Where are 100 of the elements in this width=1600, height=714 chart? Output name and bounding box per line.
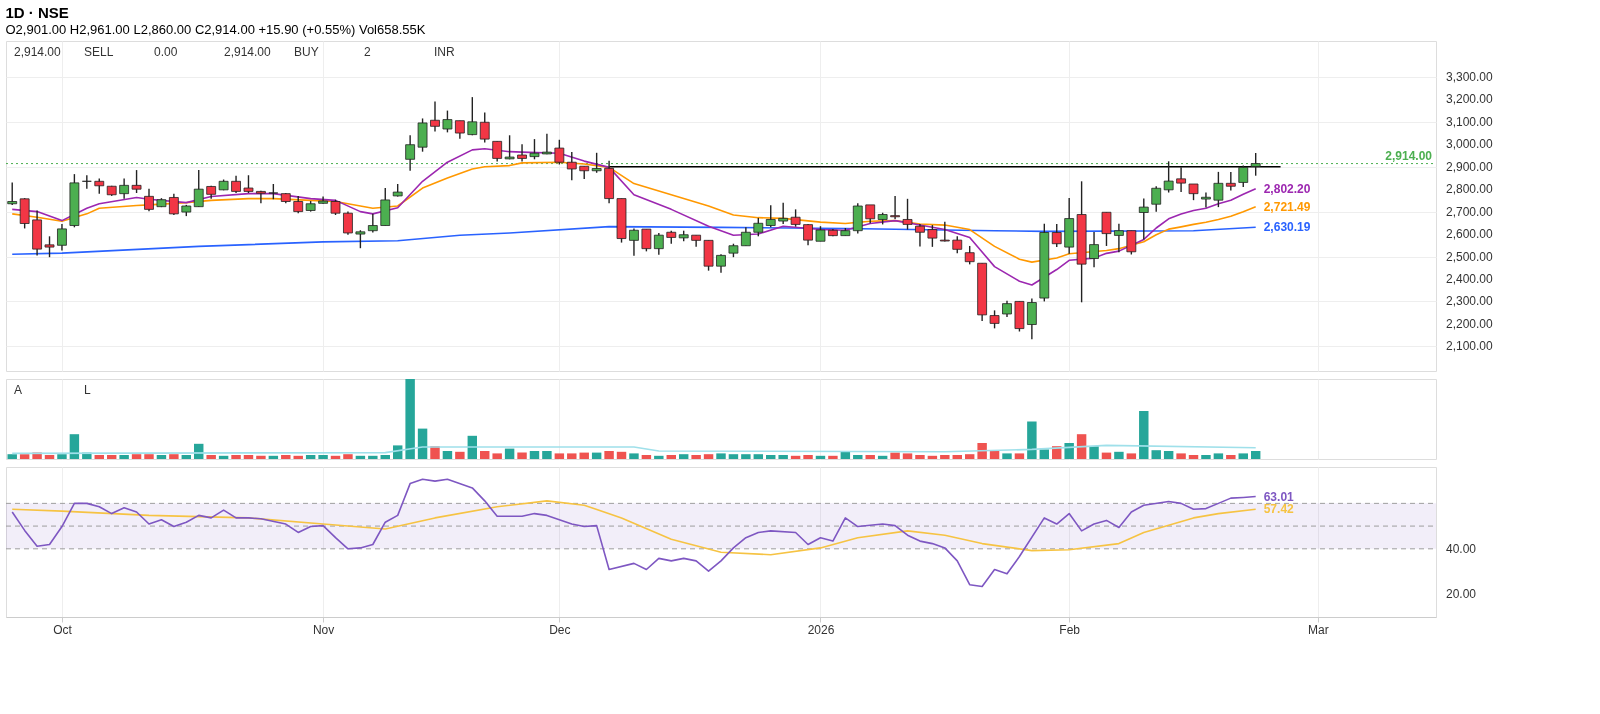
bar <box>1188 455 1199 459</box>
candlestick <box>1114 223 1124 253</box>
candlestick <box>44 235 55 258</box>
bar <box>1139 411 1149 459</box>
bar <box>1163 451 1174 459</box>
bar <box>480 451 490 459</box>
y-tick-label: 3,100.00 <box>1446 114 1494 129</box>
bar <box>1039 449 1050 459</box>
candlestick <box>927 224 938 248</box>
candlestick <box>629 227 639 257</box>
candlestick <box>193 169 204 208</box>
bar <box>19 454 30 459</box>
bar <box>641 455 652 459</box>
candlestick <box>467 96 478 136</box>
candlestick <box>1101 211 1112 247</box>
bar <box>678 454 689 459</box>
bar <box>119 455 129 459</box>
candlestick <box>479 111 490 144</box>
candlestick <box>57 223 67 252</box>
bar <box>1176 453 1186 459</box>
annotation: 2,914.00 <box>224 45 272 59</box>
annotation: 2 <box>364 45 371 59</box>
bar <box>1151 450 1161 459</box>
bar <box>753 454 764 459</box>
candlestick <box>1238 164 1249 188</box>
y-tick-label: 3,300.00 <box>1446 69 1494 84</box>
bar <box>579 452 589 459</box>
bar <box>1014 453 1025 459</box>
annotation: INR <box>434 45 455 59</box>
bar <box>666 455 676 459</box>
candlestick <box>566 151 577 181</box>
data-label: 2,630.19 <box>1263 220 1311 235</box>
y-tick-label: 2,900.00 <box>1446 159 1494 174</box>
bar <box>1064 443 1074 459</box>
bar <box>741 454 751 459</box>
candlestick <box>915 223 925 248</box>
bar <box>865 455 875 459</box>
bar <box>131 454 142 459</box>
bar <box>330 455 341 459</box>
y-tick-label: 2,500.00 <box>1446 249 1494 264</box>
candlestick <box>653 232 664 256</box>
bar <box>567 453 577 459</box>
bar <box>181 455 192 459</box>
bar <box>305 455 316 459</box>
bar <box>281 455 291 459</box>
candlestick <box>1176 166 1186 193</box>
bar <box>629 453 639 459</box>
candlestick <box>554 139 565 166</box>
bar <box>268 455 279 459</box>
bar <box>890 452 900 459</box>
bar <box>691 455 701 459</box>
line-series <box>11 225 1257 256</box>
x-tick-label: 2026 <box>807 622 835 637</box>
candlestick <box>367 213 378 234</box>
line-series <box>11 147 1257 286</box>
bar <box>218 455 229 459</box>
bar <box>803 455 813 459</box>
bar <box>206 455 216 459</box>
bar <box>355 455 366 459</box>
bar <box>57 454 67 459</box>
bar <box>728 454 739 459</box>
candlestick <box>256 190 266 205</box>
candlestick <box>1138 197 1149 241</box>
bar <box>790 455 801 459</box>
bar <box>1250 451 1261 459</box>
candlestick <box>1201 191 1211 209</box>
bar <box>144 454 154 459</box>
candlestick <box>1225 171 1236 192</box>
bar <box>256 455 266 459</box>
x-tick-label: Mar <box>1308 622 1329 637</box>
candlestick <box>1051 223 1062 248</box>
data-label: 63.01 <box>1263 489 1295 504</box>
candlestick <box>778 201 789 225</box>
candlestick <box>765 204 776 229</box>
bar <box>1226 455 1236 459</box>
candlestick <box>492 140 503 163</box>
candlestick <box>964 245 975 266</box>
data-label: 2,802.20 <box>1263 181 1311 196</box>
bar <box>766 455 776 459</box>
bar <box>815 455 826 459</box>
candlestick <box>1151 185 1162 213</box>
bar <box>915 455 925 459</box>
bar <box>902 453 913 459</box>
bar <box>964 454 975 459</box>
candlestick <box>168 192 179 216</box>
bar <box>529 451 540 459</box>
bar <box>442 451 453 459</box>
candlestick <box>1126 229 1137 256</box>
bar <box>169 454 179 459</box>
bar <box>455 451 465 459</box>
candlestick <box>517 143 527 163</box>
candlestick <box>144 188 154 212</box>
bar <box>7 454 17 459</box>
bar <box>156 455 167 459</box>
x-tick-label: Dec <box>549 622 571 637</box>
bar <box>542 451 552 459</box>
y-tick-label: 3,000.00 <box>1446 137 1494 152</box>
candlestick <box>1089 231 1099 268</box>
bar <box>243 455 254 459</box>
bar <box>840 451 851 459</box>
